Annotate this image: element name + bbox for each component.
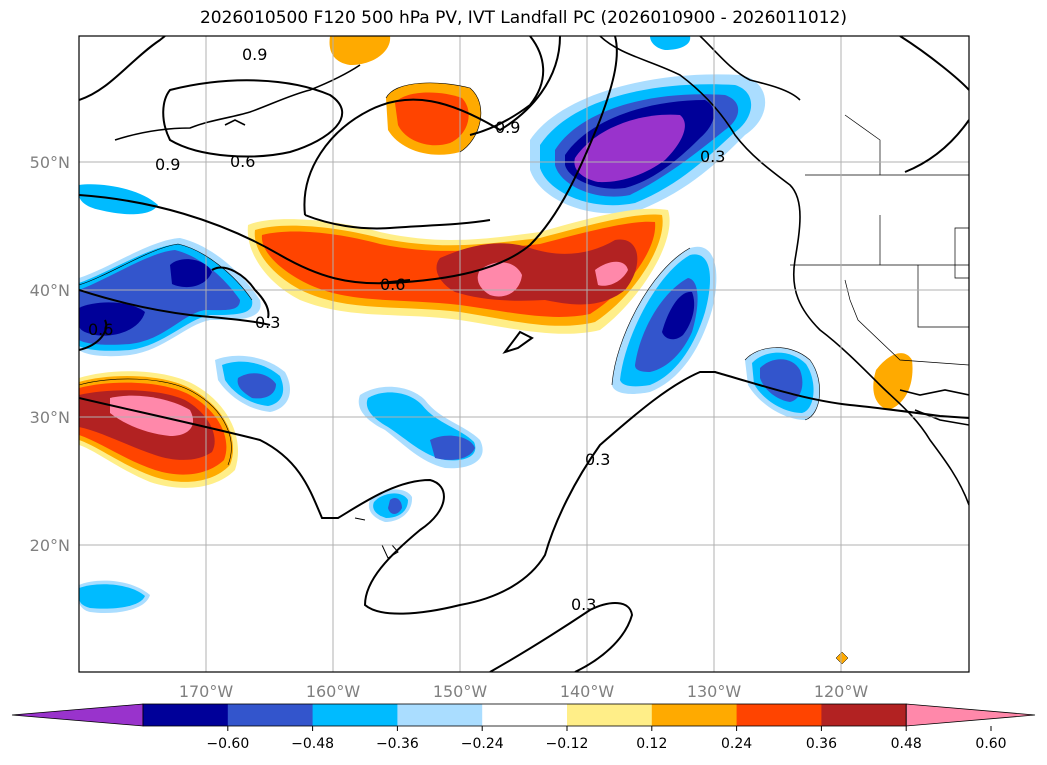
colorbar: −0.60 −0.48 −0.36 −0.24 −0.12 0.12 0.24 0.36 0.4…	[11, 703, 1036, 752]
colorbar-tick-label: −0.48	[291, 736, 334, 752]
colorbar-extend-max	[905, 703, 1036, 727]
lat-label-20n: 20°N	[30, 536, 70, 555]
lon-label-170w: 170°W	[179, 682, 234, 701]
colorbar-tick-label: −0.24	[461, 736, 504, 752]
lon-label-140w: 140°W	[560, 682, 615, 701]
lon-label-130w: 130°W	[687, 682, 742, 701]
colorbar-tick-label: −0.60	[206, 736, 249, 752]
state-borders	[790, 114, 969, 366]
contour-label: 0.3	[255, 313, 280, 332]
lon-label-160w: 160°W	[306, 682, 361, 701]
map-panel	[79, 36, 969, 672]
lon-label-150w: 150°W	[433, 682, 488, 701]
contour-label: 0.3	[585, 450, 610, 469]
contour-label: 0.6	[230, 152, 255, 171]
colorbar-segment	[736, 704, 822, 726]
lon-label-120w: 120°W	[814, 682, 869, 701]
colorbar-segment	[567, 704, 653, 726]
contour-labels: 0.9 0.9 0.9 0.6 0.6 0.3 0.3 0.3 0.3 0.6	[88, 45, 725, 614]
colorbar-outline	[142, 703, 907, 727]
colorbar-tick-label: 0.48	[891, 736, 922, 752]
colorbar-tick-label: 0.36	[806, 736, 837, 752]
colorbar-segment	[312, 704, 398, 726]
contour-label: 0.6	[380, 275, 405, 294]
colorbar-segment	[651, 704, 738, 726]
ivt-contours	[79, 36, 969, 672]
colorbar-tick-label: 0.60	[975, 736, 1006, 752]
contour-label: 0.3	[700, 147, 725, 166]
map-border	[78, 35, 970, 673]
colorbar-segment	[397, 704, 483, 726]
colorbar-tick-label: −0.36	[376, 736, 419, 752]
longitude-labels: 170°W 160°W 150°W 140°W 130°W 120°W	[179, 682, 869, 701]
map-title: 2026010500 F120 500 hPa PV, IVT Landfall…	[199, 8, 847, 28]
lat-label-30n: 30°N	[30, 408, 70, 427]
colorbar-tick-label: 0.12	[636, 736, 667, 752]
colorbar-segment	[227, 704, 314, 726]
gridlines	[79, 36, 969, 672]
contour-label: 0.9	[495, 118, 520, 137]
latitude-labels: 50°N 40°N 30°N 20°N	[30, 153, 70, 555]
contour-label: 0.3	[571, 595, 596, 614]
contour-label: 0.9	[155, 155, 180, 174]
contour-label: 0.6	[88, 320, 113, 339]
colorbar-tick-label: −0.12	[546, 736, 589, 752]
lat-label-40n: 40°N	[30, 281, 70, 300]
pv-outline-contours	[79, 82, 820, 466]
colorbar-segment	[482, 704, 568, 726]
colorbar-extend-min	[11, 703, 144, 727]
colorbar-segment	[821, 704, 907, 726]
colorbar-tick-label: 0.24	[721, 736, 752, 752]
contour-label: 0.9	[242, 45, 267, 64]
lat-label-50n: 50°N	[30, 153, 70, 172]
colorbar-segment	[143, 704, 229, 726]
